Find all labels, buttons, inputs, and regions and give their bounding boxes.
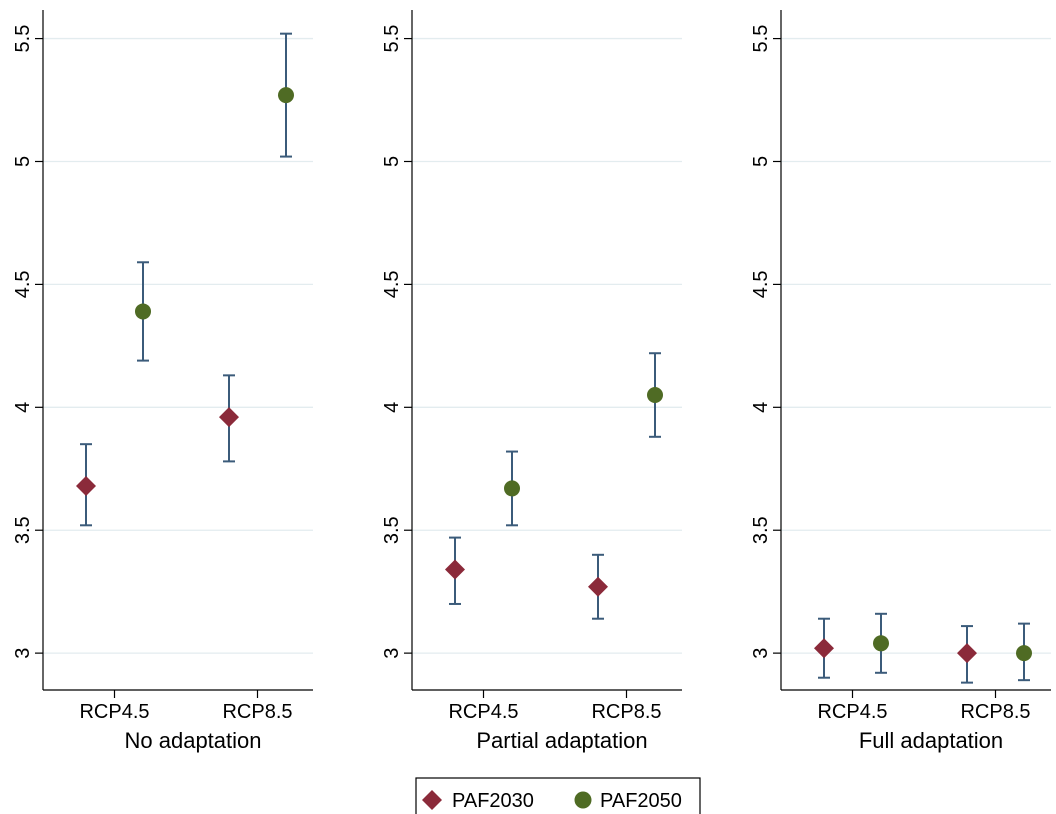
y-tick-label: 5.5 (750, 25, 772, 53)
panel-2: 3 3.5 4 4.5 5 5.5 RCP4.5 RCP8.5 Partial adaptati… (381, 10, 682, 753)
legend-diamond-marker (422, 790, 442, 810)
point-paf2030 (445, 559, 465, 580)
panel-title: No adaptation (125, 728, 262, 753)
y-tick-label: 3.5 (12, 516, 34, 544)
x-tick-label: RCP4.5 (79, 701, 149, 723)
y-tick-label: 5 (750, 156, 772, 167)
panels: 3 3.5 4 4.5 5 5.5 RCP4.5 RCP8.5 No adaptation 3 3.… (12, 10, 1051, 753)
y-tick-label: 3.5 (381, 516, 403, 544)
y-tick-label: 4 (12, 402, 34, 413)
point-paf2050 (278, 87, 294, 104)
panel-title: Partial adaptation (476, 728, 647, 753)
y-tick-label: 4.5 (12, 270, 34, 298)
y-tick-label: 4 (750, 402, 772, 413)
point-paf2030 (219, 407, 239, 428)
y-tick-label: 4.5 (381, 270, 403, 298)
point-paf2050 (135, 303, 151, 320)
point-paf2050 (1016, 645, 1032, 662)
point-paf2050 (504, 480, 520, 497)
point-paf2030 (957, 643, 977, 664)
y-tick-label: 5.5 (381, 25, 403, 53)
point-paf2050 (873, 635, 889, 652)
y-tick-label: 5 (381, 156, 403, 167)
point-paf2030 (76, 475, 96, 496)
y-tick-label: 3 (381, 648, 403, 659)
legend-circle-marker (574, 791, 592, 809)
y-tick-label: 4.5 (750, 270, 772, 298)
y-tick-label: 3 (12, 648, 34, 659)
y-tick-label: 5 (12, 156, 34, 167)
panel-title: Full adaptation (859, 728, 1003, 753)
point-paf2030 (814, 638, 834, 659)
y-tick-label: 3 (750, 648, 772, 659)
point-paf2050 (647, 387, 663, 404)
legend-label-paf2030: PAF2030 (452, 790, 534, 812)
x-tick-label: RCP4.5 (817, 701, 887, 723)
x-tick-label: RCP8.5 (222, 701, 292, 723)
panel-1: 3 3.5 4 4.5 5 5.5 RCP4.5 RCP8.5 No adaptation (12, 10, 313, 753)
y-tick-label: 4 (381, 402, 403, 413)
panel-3: 3 3.5 4 4.5 5 5.5 RCP4.5 RCP8.5 Full adaptation (750, 10, 1051, 753)
x-tick-label: RCP4.5 (448, 701, 518, 723)
legend-label-paf2050: PAF2050 (600, 790, 682, 812)
point-paf2030 (588, 576, 608, 597)
x-tick-label: RCP8.5 (960, 701, 1030, 723)
legend-box (415, 777, 701, 814)
x-tick-label: RCP8.5 (591, 701, 661, 723)
legend: PAF2030 PAF2050 (415, 777, 701, 814)
y-tick-label: 3.5 (750, 516, 772, 544)
y-tick-label: 5.5 (12, 25, 34, 53)
